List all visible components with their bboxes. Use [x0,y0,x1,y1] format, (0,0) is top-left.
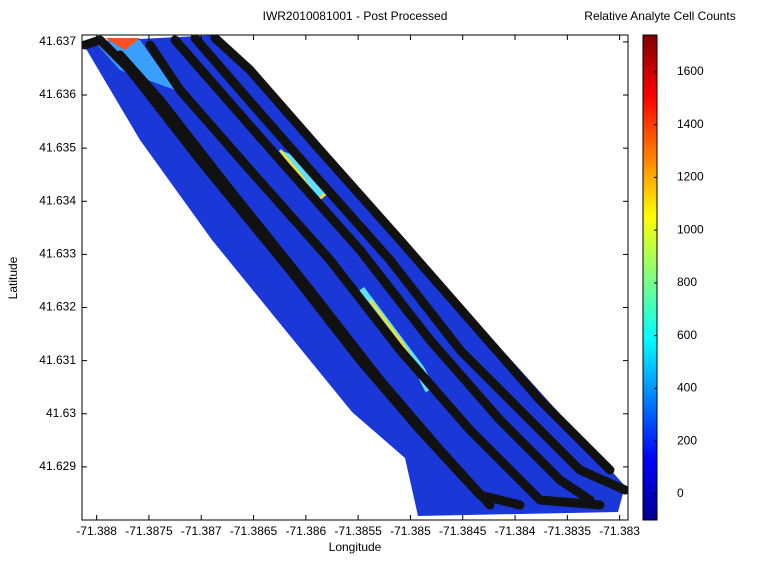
field [82,35,625,516]
field-peak [105,38,140,50]
x-tick-label: -71.388 [76,524,117,538]
swath [82,35,628,516]
colorbar-title: Relative Analyte Cell Counts [584,9,735,23]
y-tick-label: 41.633 [39,247,76,261]
colorbar [642,34,658,521]
y-tick-label: 41.63 [46,406,76,420]
colorbar-tick-label: 0 [677,486,684,500]
colorbar-tick-label: 1400 [677,117,704,131]
y-tick-label: 41.629 [39,459,76,473]
x-tick-label: -71.3865 [230,524,278,538]
x-axis-label: Longitude [329,540,382,554]
x-tick-label: -71.3855 [334,524,382,538]
x-tick-label: -71.384 [495,524,536,538]
y-tick-label: 41.635 [39,140,76,154]
colorbar-tick-label: 1600 [677,64,704,78]
colorbar-tick-label: 600 [677,328,697,342]
x-tick-label: -71.385 [390,524,431,538]
y-tick-label: 41.634 [39,193,76,207]
y-tick-label: 41.636 [39,87,76,101]
colorbar-tick-label: 1000 [677,222,704,236]
y-tick-label: 41.631 [39,353,76,367]
colorbar-tick-label: 200 [677,433,697,447]
y-axis-label: Latitude [6,256,20,299]
x-tick-label: -71.387 [181,524,222,538]
y-tick-label: 41.632 [39,300,76,314]
y-tick-label: 41.637 [39,34,76,48]
chart-title: IWR2010081001 - Post Processed [263,9,448,23]
x-tick-label: -71.386 [285,524,326,538]
tracks [82,35,628,510]
colorbar-tick-label: 800 [677,275,697,289]
colorbar-tick-label: 1200 [677,170,704,184]
x-tick-label: -71.3875 [125,524,173,538]
x-tick-label: -71.3845 [439,524,487,538]
x-tick-label: -71.383 [599,524,640,538]
x-tick-label: -71.3835 [544,524,592,538]
colorbar-tick-label: 400 [677,381,697,395]
